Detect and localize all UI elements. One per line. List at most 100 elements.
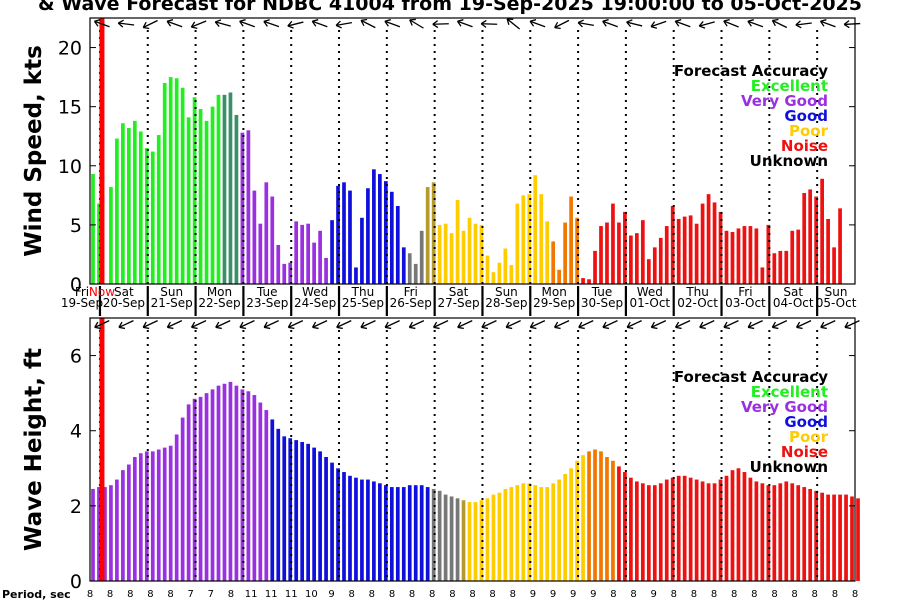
wind-bar bbox=[324, 257, 328, 284]
wind-direction-arrow bbox=[384, 19, 401, 28]
wave-direction-arrow bbox=[699, 320, 715, 330]
date-label: 26-Sep bbox=[390, 296, 432, 310]
date-label: 03-Oct bbox=[725, 296, 766, 310]
wind-bar bbox=[121, 123, 125, 284]
wind-direction-arrow bbox=[674, 19, 691, 28]
wind-bar bbox=[575, 217, 579, 284]
wave-bar bbox=[491, 494, 496, 581]
wave-bar bbox=[294, 440, 299, 581]
period-row: Period, sec 8 8 8 8 8 7 7 8 11 11 11 10 9 8 8 8 8 8 8 8 8 8 9 9… bbox=[2, 588, 858, 600]
wind-bar bbox=[712, 202, 717, 284]
wind-bar bbox=[521, 195, 526, 284]
period-value: 8 bbox=[711, 589, 717, 600]
wind-legend-item: Poor bbox=[789, 122, 829, 140]
day-name-label: Thu bbox=[351, 285, 375, 299]
wave-direction-arrow bbox=[239, 320, 255, 330]
wave-bar bbox=[485, 498, 490, 581]
period-value: 8 bbox=[449, 589, 455, 600]
wave-bar bbox=[228, 381, 233, 581]
wind-bar bbox=[748, 226, 753, 284]
wave-bar bbox=[252, 395, 257, 581]
date-label: 01-Oct bbox=[629, 296, 670, 310]
wave-direction-arrow bbox=[795, 320, 812, 330]
wind-bar bbox=[395, 205, 400, 284]
wave-bar bbox=[790, 483, 795, 581]
wave-bar bbox=[676, 475, 681, 581]
wind-bar bbox=[288, 262, 293, 284]
wave-bar bbox=[132, 457, 137, 581]
wind-bar bbox=[413, 263, 418, 284]
wave-bar bbox=[754, 481, 759, 581]
day-name-label: Fri bbox=[75, 285, 89, 299]
wave-direction-arrow bbox=[384, 320, 400, 330]
wind-bar bbox=[372, 169, 376, 284]
wind-bar bbox=[760, 267, 765, 284]
date-label: 29-Sep bbox=[533, 296, 575, 310]
wind-direction-arrow bbox=[529, 19, 546, 28]
period-value: 9 bbox=[530, 589, 536, 600]
wind-bar bbox=[652, 247, 657, 284]
wave-bar bbox=[742, 472, 747, 581]
wind-bar bbox=[736, 228, 741, 284]
wind-bar bbox=[832, 247, 836, 284]
wave-direction-arrow bbox=[360, 320, 376, 330]
wave-bar bbox=[587, 451, 591, 581]
wind-bar bbox=[563, 222, 567, 284]
wind-direction-arrow bbox=[432, 20, 449, 29]
wave-height-panel: 0 2 4 6 Wave Height, ft Forecast AccuracyExce… bbox=[21, 317, 860, 593]
wind-legend-title: Forecast Accuracy bbox=[674, 62, 828, 80]
date-label: 30-Sep bbox=[581, 296, 623, 310]
wind-bar bbox=[389, 191, 394, 284]
wave-bar bbox=[180, 417, 185, 581]
wave-bar bbox=[658, 483, 663, 581]
period-value: 7 bbox=[208, 589, 214, 600]
period-value: 8 bbox=[127, 589, 133, 600]
wave-direction-arrow bbox=[215, 320, 231, 330]
wind-speed-panel: 0 5 10 15 20 Wind Speed, kts Forecast Accuracy… bbox=[21, 17, 861, 296]
wave-legend-item: Excellent bbox=[751, 383, 828, 401]
wind-bar bbox=[694, 223, 699, 284]
wind-bar bbox=[210, 106, 215, 284]
wind-direction-arrow bbox=[93, 19, 110, 28]
wave-direction-arrow bbox=[457, 320, 473, 330]
period-value: 8 bbox=[751, 589, 757, 600]
date-label: 22-Sep bbox=[198, 296, 240, 310]
wave-bar bbox=[467, 502, 472, 581]
wind-legend-item: Excellent bbox=[751, 77, 828, 95]
wave-bar bbox=[264, 410, 269, 581]
wave-bar bbox=[664, 479, 669, 581]
period-value: 8 bbox=[369, 589, 375, 600]
wind-bar bbox=[449, 233, 454, 284]
wave-bar bbox=[389, 487, 394, 581]
wind-bar bbox=[724, 230, 729, 284]
wind-direction-arrow bbox=[602, 19, 618, 28]
period-value: 9 bbox=[570, 589, 576, 600]
wind-bar bbox=[168, 77, 173, 284]
wave-bar bbox=[772, 485, 777, 581]
wave-direction-arrow bbox=[747, 320, 763, 330]
wind-bar bbox=[742, 226, 747, 284]
period-value: 9 bbox=[651, 589, 657, 600]
wind-direction-arrow bbox=[698, 20, 715, 29]
wind-bar bbox=[599, 226, 603, 284]
wind-direction-arrow bbox=[311, 19, 328, 28]
wave-bar bbox=[497, 492, 502, 581]
wave-bar bbox=[473, 502, 478, 581]
wave-bar bbox=[115, 479, 119, 581]
wind-bar bbox=[144, 148, 149, 284]
wave-bar bbox=[569, 468, 573, 581]
wave-bar bbox=[820, 492, 824, 581]
wave-bar bbox=[784, 481, 789, 581]
period-value: 10 bbox=[305, 589, 318, 600]
wave-bar bbox=[682, 475, 687, 581]
wind-bar bbox=[539, 194, 544, 284]
wave-bar bbox=[144, 451, 149, 581]
period-value: 8 bbox=[167, 589, 173, 600]
wave-bar bbox=[694, 479, 699, 581]
wave-direction-arrow bbox=[553, 320, 570, 330]
date-label: 27-Sep bbox=[437, 296, 479, 310]
wave-bar bbox=[174, 434, 179, 581]
wind-legend-item: Good bbox=[784, 107, 828, 125]
wave-bar bbox=[557, 479, 562, 581]
